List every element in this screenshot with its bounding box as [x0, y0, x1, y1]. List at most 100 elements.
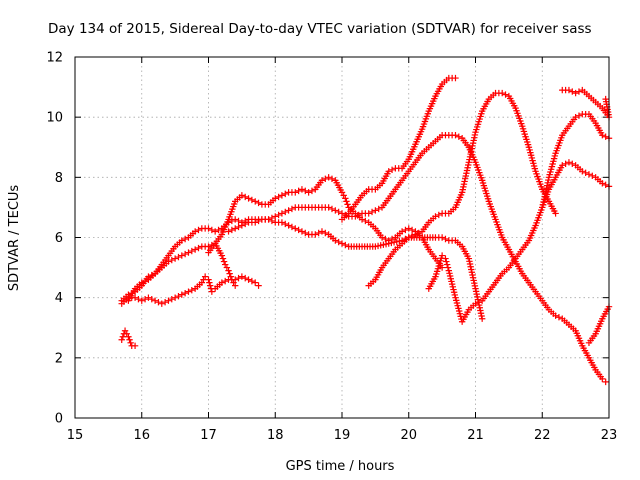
data-point: [408, 232, 416, 240]
data-point: [126, 336, 133, 343]
data-point: [469, 271, 476, 279]
data-point: [569, 88, 576, 95]
data-point: [181, 235, 189, 243]
data-point: [502, 91, 509, 98]
data-point: [465, 159, 473, 166]
y-tick-label: 4: [55, 291, 63, 306]
data-point: [463, 170, 470, 177]
data-point: [226, 270, 233, 277]
data-point: [470, 277, 477, 284]
data-point: [565, 159, 573, 166]
data-point: [235, 223, 242, 231]
data-point: [542, 190, 549, 197]
data-point: [382, 235, 389, 243]
data-point: [599, 375, 606, 383]
data-point: [338, 210, 346, 217]
data-point: [342, 241, 349, 249]
data-point: [335, 208, 342, 216]
x-tick-label: 17: [200, 428, 217, 443]
data-point: [478, 312, 485, 320]
data-point: [171, 255, 179, 262]
data-point: [559, 162, 566, 169]
data-point: [460, 183, 467, 191]
data-point: [218, 279, 226, 286]
data-point: [602, 133, 609, 140]
data-point: [175, 292, 182, 300]
data-point: [460, 180, 468, 188]
data-point: [575, 112, 583, 119]
data-point: [378, 234, 386, 241]
data-point: [355, 211, 362, 219]
data-point: [188, 286, 196, 294]
data-point: [398, 228, 406, 235]
data-point: [206, 279, 213, 286]
data-point: [477, 310, 485, 317]
data-point: [539, 204, 546, 211]
data-point: [285, 222, 292, 229]
data-point: [205, 243, 212, 250]
data-point: [432, 213, 439, 220]
data-point: [138, 297, 145, 304]
data-point: [478, 315, 486, 322]
data-point: [282, 208, 289, 216]
data-point: [188, 247, 196, 255]
data-point: [308, 187, 316, 195]
x-tick-label: 15: [67, 428, 84, 443]
data-point: [322, 175, 329, 183]
data-point: [338, 240, 346, 247]
data-point: [219, 255, 227, 262]
data-point: [582, 169, 589, 177]
data-point: [298, 228, 306, 235]
data-point: [385, 168, 392, 175]
data-point: [465, 255, 473, 262]
data-point: [155, 298, 162, 306]
data-point: [275, 211, 282, 219]
data-point: [541, 193, 548, 200]
data-point: [145, 294, 152, 301]
data-point: [178, 291, 185, 298]
data-point: [245, 195, 252, 202]
data-point: [555, 314, 563, 321]
data-point: [138, 279, 145, 286]
data-point: [232, 225, 239, 232]
series-arc-11: [559, 86, 613, 121]
data-point: [467, 263, 474, 270]
data-point: [211, 228, 219, 235]
data-point: [141, 277, 149, 285]
data-point: [569, 160, 576, 167]
data-point: [227, 273, 234, 280]
data-point: [452, 74, 459, 82]
data-point: [473, 290, 480, 298]
data-point: [220, 258, 228, 265]
data-point: [208, 226, 216, 234]
data-point: [466, 260, 474, 268]
data-point: [474, 293, 481, 301]
data-point: [278, 219, 286, 226]
data-point: [552, 210, 559, 217]
data-point: [135, 295, 142, 303]
data-point: [268, 214, 276, 222]
data-point: [362, 217, 369, 225]
data-point: [185, 249, 192, 256]
data-point: [119, 333, 127, 340]
data-point: [599, 180, 606, 187]
data-point: [466, 153, 474, 161]
data-point: [467, 150, 474, 158]
data-point: [402, 226, 409, 234]
data-point: [335, 238, 342, 246]
data-point: [540, 196, 548, 203]
data-point: [228, 217, 236, 225]
series-arc-5: [205, 174, 446, 271]
data-point: [205, 276, 212, 283]
data-point: [540, 198, 547, 206]
data-point: [165, 258, 172, 265]
data-point: [462, 172, 469, 180]
data-point: [443, 258, 450, 265]
data-point: [468, 145, 476, 152]
data-point: [469, 142, 476, 150]
data-point: [272, 195, 279, 202]
data-point: [463, 167, 471, 174]
data-point: [388, 235, 396, 243]
data-point: [161, 298, 169, 306]
